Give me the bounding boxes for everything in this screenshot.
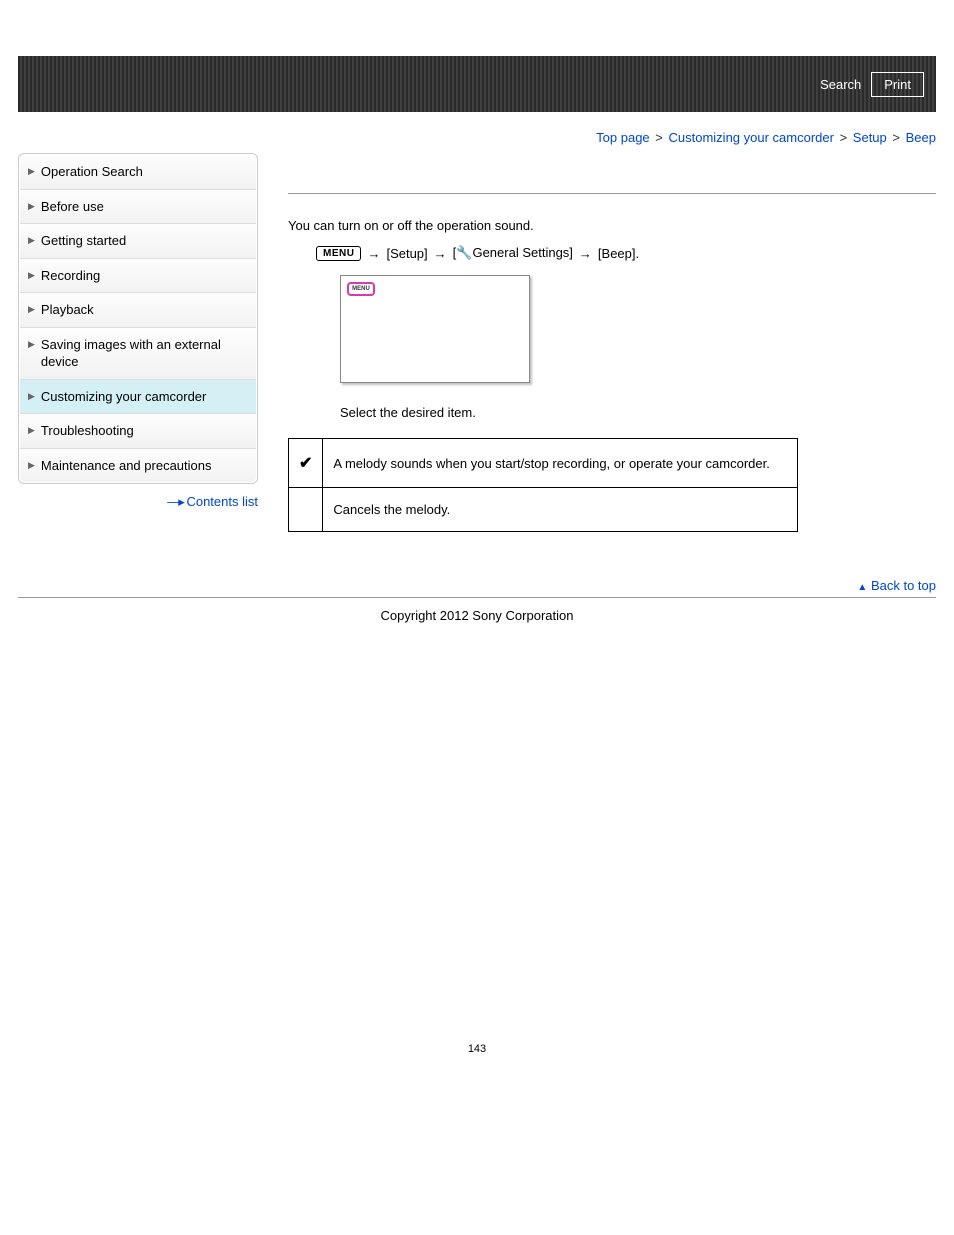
path-setup: [Setup] [386,246,427,261]
breadcrumb-beep[interactable]: Beep [906,130,936,145]
sidebar-item-maintenance[interactable]: ▶ Maintenance and precautions [20,449,256,483]
contents-list-link-wrapper: —▸ Contents list [18,494,258,510]
print-button[interactable]: Print [871,72,924,97]
sidebar-item-getting-started[interactable]: ▶ Getting started [20,224,256,259]
arrow-right-icon: —▸ [167,494,183,509]
option-icon-empty [289,488,323,532]
breadcrumb-setup[interactable]: Setup [853,130,887,145]
path-beep: [Beep]. [598,246,639,261]
intro-text: You can turn on or off the operation sou… [288,218,936,233]
check-icon: ✔ [289,439,323,488]
divider [18,597,936,598]
menu-path: MENU → [Setup] → [🔧General Settings] → [… [316,245,936,261]
wrench-icon: 🔧 [456,245,472,260]
chevron-right-icon: ▶ [28,166,35,177]
chevron-right-icon: ▶ [28,201,35,212]
option-description: A melody sounds when you start/stop reco… [323,439,798,488]
sidebar-item-label: Operation Search [41,163,246,181]
chevron-right-icon: ▶ [28,270,35,281]
path-general-settings: [🔧General Settings] [453,245,573,261]
sidebar-wrapper: ▶ Operation Search ▶ Before use ▶ Gettin… [18,153,258,510]
chevron-right-icon: ▶ [28,391,35,402]
sidebar-item-recording[interactable]: ▶ Recording [20,259,256,294]
sidebar-item-saving-images[interactable]: ▶ Saving images with an external device [20,328,256,380]
sidebar-item-label: Playback [41,301,246,319]
breadcrumb: Top page > Customizing your camcorder > … [18,112,936,153]
option-description: Cancels the melody. [323,488,798,532]
back-to-top-wrapper: ▲ Back to top [18,578,936,593]
page-number: 143 [18,1043,936,1075]
sidebar-item-label: Troubleshooting [41,422,246,440]
sidebar-item-playback[interactable]: ▶ Playback [20,293,256,328]
copyright-text: Copyright 2012 Sony Corporation [18,608,936,623]
table-row: ✔ A melody sounds when you start/stop re… [289,439,798,488]
arrow-right-icon: → [579,246,592,261]
triangle-up-icon: ▲ [857,582,867,593]
menu-badge: MENU [316,246,361,261]
chevron-right-icon: ▶ [28,425,35,436]
chevron-right-icon: ▶ [28,460,35,471]
sidebar-item-label: Saving images with an external device [41,336,246,371]
arrow-right-icon: → [367,246,380,261]
sidebar-item-label: Before use [41,198,246,216]
sidebar-item-troubleshooting[interactable]: ▶ Troubleshooting [20,414,256,449]
sidebar-item-label: Customizing your camcorder [41,388,246,406]
breadcrumb-separator: > [655,130,663,145]
header-bar: Search Print [18,56,936,112]
step-instruction: Select the desired item. [340,405,936,420]
divider [288,193,936,194]
sidebar-item-before-use[interactable]: ▶ Before use [20,190,256,225]
options-table: ✔ A melody sounds when you start/stop re… [288,438,798,532]
breadcrumb-separator: > [840,130,848,145]
menu-highlight-label: MENU [352,286,370,292]
chevron-right-icon: ▶ [28,235,35,246]
arrow-right-icon: → [434,246,447,261]
sidebar-item-operation-search[interactable]: ▶ Operation Search [20,155,256,190]
path-general-label: General Settings] [472,245,572,260]
screenshot-illustration: MENU [340,275,530,383]
chevron-right-icon: ▶ [28,304,35,315]
menu-highlight-box: MENU [347,282,375,296]
main-content: You can turn on or off the operation sou… [288,153,936,532]
sidebar-item-label: Recording [41,267,246,285]
contents-list-link[interactable]: Contents list [186,494,258,509]
search-button[interactable]: Search [808,73,863,96]
sidebar-item-customizing[interactable]: ▶ Customizing your camcorder [20,380,256,415]
sidebar-item-label: Maintenance and precautions [41,457,246,475]
breadcrumb-separator: > [892,130,900,145]
back-to-top-link[interactable]: Back to top [871,578,936,593]
breadcrumb-top-page[interactable]: Top page [596,130,650,145]
sidebar-item-label: Getting started [41,232,246,250]
breadcrumb-customizing[interactable]: Customizing your camcorder [669,130,834,145]
sidebar: ▶ Operation Search ▶ Before use ▶ Gettin… [18,153,258,484]
chevron-right-icon: ▶ [28,339,35,350]
table-row: Cancels the melody. [289,488,798,532]
